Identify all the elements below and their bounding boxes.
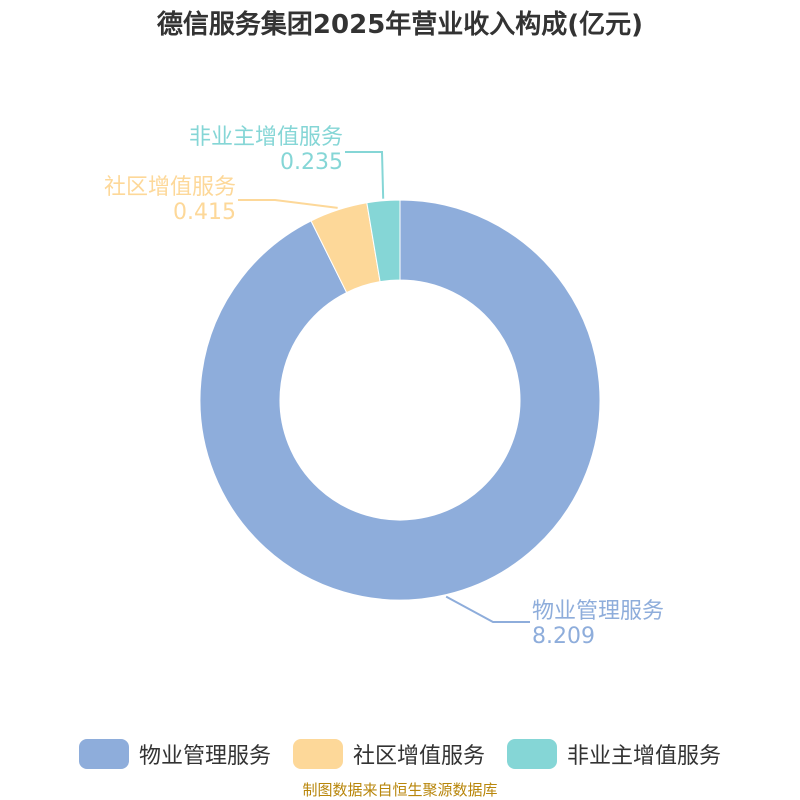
slice-category-label: 社区增值服务 [104, 175, 236, 200]
legend-item-community-value-added[interactable]: 社区增值服务 [292, 738, 485, 770]
leader-line [238, 199, 338, 209]
legend-swatch [507, 739, 557, 769]
legend-swatch [78, 739, 129, 769]
legend-swatch [292, 739, 343, 769]
slice-property-management[interactable] [199, 199, 601, 601]
leader-line [445, 595, 530, 623]
legend-label: 非业主增值服务 [567, 744, 722, 769]
legend-label: 物业管理服务 [138, 744, 271, 769]
data-source-note: 制图数据来自恒生聚源数据库 [302, 781, 498, 799]
chart-title: 德信服务集团2025年营业收入构成(亿元) [156, 10, 644, 40]
slice-value-label: 8.209 [532, 624, 595, 649]
slice-category-label: 非业主增值服务 [189, 125, 343, 150]
slice-non-owner-value-added[interactable] [366, 199, 401, 283]
legend: 物业管理服务 社区增值服务 非业主增值服务 [0, 738, 800, 770]
leader-line [345, 151, 385, 199]
slice-value-label: 0.415 [173, 200, 236, 225]
legend-label: 社区增值服务 [352, 744, 485, 769]
slice-category-label: 物业管理服务 [532, 599, 664, 624]
slice-value-label: 0.235 [280, 150, 343, 175]
legend-item-non-owner-value-added[interactable]: 非业主增值服务 [507, 738, 721, 770]
legend-item-property-management[interactable]: 物业管理服务 [78, 738, 271, 770]
